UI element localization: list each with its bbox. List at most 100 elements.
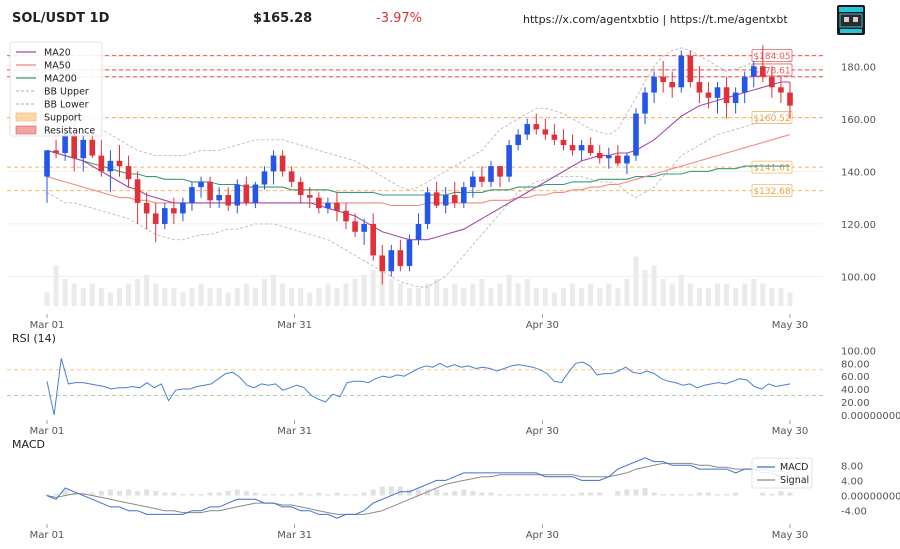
rsi-ytick-label: 100.00 bbox=[841, 346, 876, 357]
macd-hist-bar bbox=[434, 489, 440, 496]
candle-body bbox=[442, 195, 449, 206]
macd-hist-bar bbox=[397, 486, 403, 496]
volume-bar bbox=[452, 283, 458, 306]
macd-hist-bar bbox=[651, 492, 657, 496]
macd-hist-bar bbox=[379, 486, 385, 496]
candle-body bbox=[524, 124, 531, 135]
macd-hist-bar bbox=[352, 494, 358, 496]
ma200-line bbox=[46, 149, 790, 196]
volume-bar bbox=[570, 283, 576, 306]
candle-body bbox=[497, 166, 503, 177]
volume-bar bbox=[687, 283, 693, 306]
macd-ytick-label: 4.00 bbox=[841, 476, 863, 487]
volume-bar bbox=[207, 288, 213, 306]
macd-ytick-label: 0.00000000 bbox=[841, 492, 900, 503]
macd-hist-bar bbox=[107, 489, 113, 496]
macd-xtick-label: Mar 01 bbox=[30, 530, 65, 541]
volume-bar bbox=[62, 279, 68, 306]
level-label-box bbox=[751, 184, 793, 198]
volume-bar bbox=[615, 288, 621, 306]
candle-body bbox=[189, 187, 195, 203]
candle-body bbox=[98, 155, 105, 172]
macd-hist-bar bbox=[506, 494, 512, 496]
macd-line bbox=[46, 457, 790, 519]
legend-label: BB Lower bbox=[44, 100, 89, 111]
volume-bar bbox=[760, 283, 766, 306]
candle-body bbox=[723, 87, 730, 104]
volume-bar bbox=[551, 292, 557, 306]
legend-swatch bbox=[15, 125, 37, 135]
candle-body bbox=[234, 184, 241, 206]
price-panel-bg bbox=[7, 38, 823, 310]
candle-body bbox=[687, 55, 694, 83]
volume-bar bbox=[715, 283, 721, 306]
candle-body bbox=[470, 176, 476, 188]
candle-body bbox=[515, 134, 521, 146]
price-ytick-label: 140.00 bbox=[841, 167, 876, 178]
level-label: $132.68 bbox=[753, 187, 790, 197]
macd-hist-bar bbox=[551, 494, 557, 496]
candle-body bbox=[615, 155, 621, 164]
macd-hist-bar bbox=[597, 492, 603, 496]
volume-bar bbox=[769, 288, 775, 306]
macd-hist-bar bbox=[760, 492, 766, 496]
volume-bar bbox=[515, 283, 521, 306]
candle-body bbox=[533, 124, 540, 130]
volume-bar bbox=[71, 283, 77, 306]
macd-hist-bar bbox=[615, 491, 621, 496]
legend-label: Resistance bbox=[44, 126, 95, 137]
volume-bar bbox=[153, 283, 159, 306]
candle-body bbox=[660, 76, 666, 83]
volume-bar bbox=[470, 283, 476, 306]
candle-body bbox=[451, 195, 458, 203]
macd-hist-bar bbox=[633, 489, 639, 496]
candle-body bbox=[306, 195, 313, 198]
candle-body bbox=[624, 155, 630, 164]
volume-bar bbox=[198, 283, 204, 306]
volume-bar bbox=[696, 288, 702, 306]
candle-body bbox=[62, 134, 68, 153]
macd-hist-bar bbox=[144, 489, 150, 496]
volume-bar bbox=[271, 274, 277, 306]
price-xtick-label: Mar 31 bbox=[277, 320, 312, 331]
volume-bar bbox=[606, 283, 612, 306]
candle-body bbox=[750, 66, 757, 77]
macd-hist-bar bbox=[660, 494, 666, 496]
price-xtick-label: May 30 bbox=[772, 320, 809, 331]
macd-hist-bar bbox=[98, 491, 104, 496]
candle-body bbox=[116, 160, 123, 167]
volume-bar bbox=[733, 288, 739, 306]
candle-body bbox=[152, 213, 159, 224]
agent-logo-icon bbox=[837, 5, 865, 35]
candle-body bbox=[243, 184, 250, 203]
bb-lower-line bbox=[46, 110, 791, 288]
legend-label: MA200 bbox=[44, 74, 77, 85]
candle-body bbox=[714, 87, 721, 98]
candle-body bbox=[560, 139, 567, 146]
candle-body bbox=[89, 139, 96, 156]
ma50-line bbox=[46, 134, 791, 207]
social-links: https://x.com/agentxbtio | https://t.me/… bbox=[523, 13, 788, 26]
candle-body bbox=[587, 145, 594, 153]
candle-body bbox=[252, 184, 259, 203]
volume-bar bbox=[397, 283, 403, 306]
volume-bar bbox=[370, 270, 376, 306]
rsi-ytick-label: 60.00 bbox=[841, 372, 870, 383]
candle-body bbox=[361, 223, 367, 232]
candle-body bbox=[551, 134, 558, 140]
macd-hist-bar bbox=[62, 489, 68, 496]
macd-hist-bar bbox=[769, 494, 775, 496]
macd-hist-bar bbox=[225, 491, 231, 496]
macd-hist-bar bbox=[515, 494, 521, 496]
macd-hist-bar bbox=[207, 492, 213, 496]
volume-bar bbox=[243, 283, 249, 306]
volume-bar bbox=[144, 274, 150, 306]
volume-bar bbox=[778, 288, 784, 306]
volume-bar bbox=[352, 279, 358, 306]
candle-body bbox=[741, 76, 748, 93]
macd-hist-bar bbox=[261, 494, 267, 496]
price-ytick-label: 120.00 bbox=[841, 220, 876, 231]
candle-body bbox=[397, 250, 404, 266]
volume-bar bbox=[660, 279, 666, 306]
macd-xtick-label: May 30 bbox=[772, 530, 809, 541]
